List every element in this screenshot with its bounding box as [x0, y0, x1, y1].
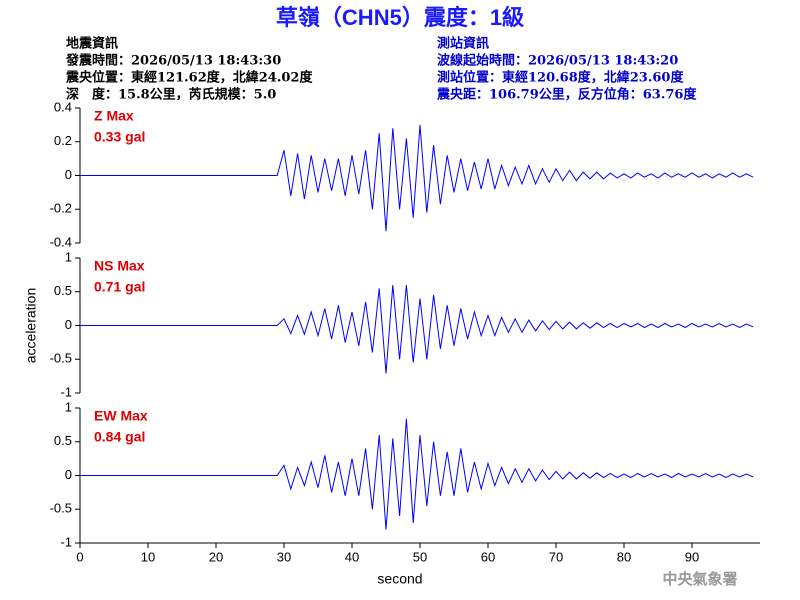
info-left: 發震時間：2026/05/13 18:43:30 [65, 53, 281, 69]
x-tick-label: 60 [481, 549, 495, 564]
x-tick-label: 10 [141, 549, 155, 564]
y-tick-label: -1 [60, 384, 72, 399]
y-tick-label: 0.5 [54, 433, 72, 448]
y-tick-label: -1 [60, 534, 72, 549]
y-axis-label: acceleration [23, 288, 39, 364]
y-tick-label: -0.4 [50, 234, 72, 249]
y-tick-label: 0.2 [54, 133, 72, 148]
x-tick-label: 40 [345, 549, 359, 564]
panel-label: EW Max [94, 408, 148, 424]
y-tick-label: -0.5 [50, 501, 72, 516]
waveform [80, 124, 754, 232]
info-right: 震央距：106.79公里，反方位角：63.76度 [436, 87, 697, 103]
footer: 中央氣象署 [662, 570, 737, 588]
panel-label: Z Max [94, 108, 134, 124]
y-tick-label: 0.5 [54, 283, 72, 298]
info-left: 地震資訊 [66, 36, 118, 52]
x-tick-label: 30 [277, 549, 291, 564]
info-left: 震央位置：東經121.62度，北緯24.02度 [65, 70, 313, 86]
y-tick-label: 0 [65, 467, 72, 482]
y-tick-label: 0.4 [54, 99, 72, 114]
x-tick-label: 0 [76, 549, 83, 564]
y-tick-label: 1 [65, 399, 72, 414]
info-right: 測站位置：東經120.68度，北緯23.60度 [437, 70, 684, 86]
info-left: 深 度：15.8公里，芮氏規模：5.0 [66, 87, 276, 103]
waveform [80, 284, 754, 374]
x-tick-label: 90 [685, 549, 699, 564]
waveform [80, 418, 754, 530]
max-label: 0.71 gal [94, 279, 145, 295]
info-right: 波線起始時間：2026/05/13 18:43:20 [437, 53, 678, 69]
title: 草嶺（CHN5）震度：1級 [276, 5, 524, 30]
y-tick-label: 1 [65, 249, 72, 264]
max-label: 0.84 gal [94, 429, 145, 445]
y-tick-label: 0 [65, 317, 72, 332]
y-tick-label: -0.5 [50, 351, 72, 366]
panel-label: NS Max [94, 258, 145, 274]
x-axis-label: second [377, 571, 422, 587]
x-tick-label: 20 [209, 549, 223, 564]
y-tick-label: 0 [65, 167, 72, 182]
x-tick-label: 80 [617, 549, 631, 564]
info-right: 測站資訊 [437, 36, 489, 52]
max-label: 0.33 gal [94, 129, 145, 145]
x-tick-label: 70 [549, 549, 563, 564]
y-tick-label: -0.2 [50, 201, 72, 216]
x-tick-label: 50 [413, 549, 427, 564]
